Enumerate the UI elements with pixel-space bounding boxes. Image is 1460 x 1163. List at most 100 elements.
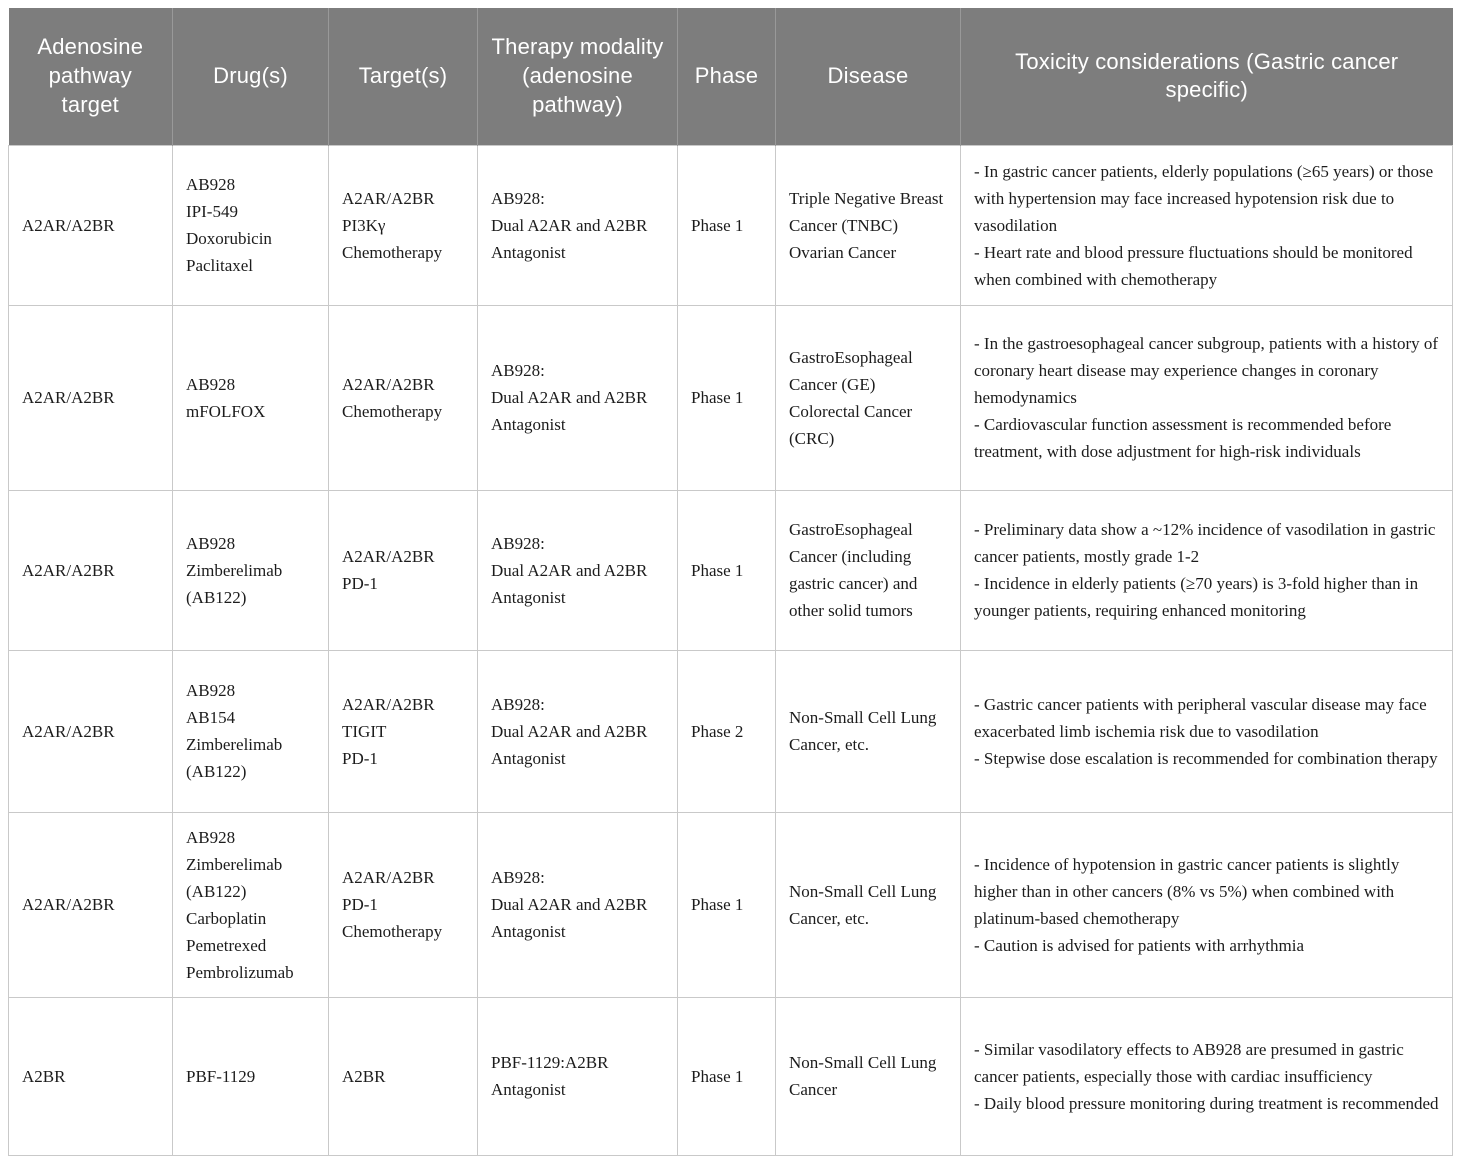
cell-disease: Triple Negative Breast Cancer (TNBC) Ovar… [775, 144, 961, 306]
cell-disease: Non-Small Cell Lung Cancer [775, 996, 961, 1156]
cell-drugs-line: AB154 [186, 708, 236, 727]
cell-disease-line: GastroEsophageal Cancer (including gastr… [789, 520, 918, 620]
cell-adenosine-pathway-target: A2AR/A2BR [8, 649, 173, 813]
table-body: A2AR/A2BR AB928 IPI-549 Doxorubicin Paclitax… [8, 144, 1453, 1156]
cell-therapy-modality-line: PBF-1129:A2BR Antagonist [491, 1053, 609, 1099]
cell-toxicity: - Incidence of hypotension in gastric ca… [960, 811, 1453, 998]
cell-targets: A2AR/A2BR Chemotherapy [328, 304, 478, 491]
cell-disease-line: Non-Small Cell Lung Cancer [789, 1053, 937, 1099]
cell-drugs-line: IPI-549 [186, 202, 238, 221]
cell-toxicity-line: - Caution is advised for patients with a… [974, 935, 1305, 955]
cell-disease: Non-Small Cell Lung Cancer, etc. [775, 811, 961, 998]
cell-targets: A2AR/A2BR TIGIT PD-1 [328, 649, 478, 813]
column-header-toxicity-considerations: Toxicity considerations (Gastric cancer … [960, 8, 1453, 145]
table-row: A2AR/A2BR AB928 IPI-549 Doxorubicin Paclitax… [8, 144, 1453, 306]
cell-targets-line: A2AR/A2BR [342, 547, 435, 566]
cell-toxicity-line: - Incidence in elderly patients (≥70 yea… [974, 574, 1419, 620]
cell-therapy-modality: PBF-1129:A2BR Antagonist [477, 996, 678, 1156]
cell-therapy-modality-line: AB928: [491, 868, 545, 887]
cell-targets: A2AR/A2BR PD-1 [328, 489, 478, 651]
cell-targets-line: Chemotherapy [342, 401, 443, 421]
cell-targets-line: PD-1 [342, 574, 378, 593]
cell-drugs: AB928 IPI-549 Doxorubicin Paclitaxel [172, 144, 329, 306]
cell-targets-line: A2AR/A2BR [342, 868, 435, 887]
cell-phase: Phase 1 [677, 144, 776, 306]
cell-targets-line: A2BR [342, 1066, 386, 1086]
column-header-therapy-modality: Therapy modality (adenosine pathway) [477, 8, 678, 145]
table-row: A2AR/A2BR AB928 AB154 Zimberelimab (AB122) A… [8, 649, 1453, 813]
cell-drugs-line: mFOLFOX [186, 401, 266, 421]
cell-toxicity-line: - Similar vasodilatory effects to AB928 … [974, 1039, 1404, 1086]
cell-drugs: AB928 AB154 Zimberelimab (AB122) [172, 649, 329, 813]
table-row: A2BR PBF-1129 A2BR PBF-1129:A2BR Antagonist… [8, 996, 1453, 1156]
cell-drugs-line: Carboplatin [186, 908, 267, 928]
cell-therapy-modality-line: Dual A2AR and A2BR Antagonist [491, 895, 648, 941]
column-header-adenosine-pathway-target: Adenosine pathway target [8, 8, 173, 145]
cell-toxicity-line: - Heart rate and blood pressure fluctuat… [974, 242, 1413, 289]
cell-drugs-line: AB928 [186, 374, 236, 394]
cell-drugs-line: Doxorubicin [186, 229, 272, 248]
cell-drugs-line: AB928 [186, 681, 236, 700]
cell-therapy-modality-line: Dual A2AR and A2BR Antagonist [491, 721, 648, 768]
cell-therapy-modality-line: AB928: [491, 188, 545, 208]
cell-disease: GastroEsophageal Cancer (including gastr… [775, 489, 961, 651]
cell-toxicity-line: - Preliminary data show a ~12% incidence… [974, 520, 1436, 566]
cell-drugs-line: Paclitaxel [186, 256, 254, 275]
cell-targets-line: Chemotherapy [342, 922, 443, 941]
cell-therapy-modality: AB928: Dual A2AR and A2BR Antagonist [477, 811, 678, 998]
cell-targets-line: PD-1 [342, 895, 378, 914]
cell-disease-line: Non-Small Cell Lung Cancer, etc. [789, 708, 937, 754]
cell-phase: Phase 1 [677, 304, 776, 491]
cell-toxicity: - Gastric cancer patients with periphera… [960, 649, 1453, 813]
cell-phase: Phase 1 [677, 489, 776, 651]
cell-toxicity: - In the gastroesophageal cancer subgrou… [960, 304, 1453, 491]
cell-drugs-line: Zimberelimab (AB122) [186, 854, 283, 901]
cell-disease: GastroEsophageal Cancer (GE) Colorectal C… [775, 304, 961, 491]
cell-adenosine-pathway-target: A2AR/A2BR [8, 144, 173, 306]
table-row: A2AR/A2BR AB928 Zimberelimab (AB122) A2AR/A… [8, 489, 1453, 651]
cell-drugs-line: AB928 [186, 175, 236, 194]
cell-targets: A2BR [328, 996, 478, 1156]
cell-therapy-modality-line: Dual A2AR and A2BR Antagonist [491, 388, 648, 434]
cell-adenosine-pathway-target: A2AR/A2BR [8, 304, 173, 491]
cell-drugs: AB928 mFOLFOX [172, 304, 329, 491]
cell-phase: Phase 2 [677, 649, 776, 813]
cell-toxicity-line: - In gastric cancer patients, elderly po… [974, 161, 1434, 235]
cell-drugs-line: Zimberelimab (AB122) [186, 560, 283, 607]
cell-therapy-modality: AB928: Dual A2AR and A2BR Antagonist [477, 649, 678, 813]
cell-therapy-modality-line: Dual A2AR and A2BR Antagonist [491, 215, 648, 262]
cell-therapy-modality-line: AB928: [491, 361, 545, 380]
cell-drugs: PBF-1129 [172, 996, 329, 1156]
cell-drugs: AB928 Zimberelimab (AB122) Carboplatin Peme… [172, 811, 329, 998]
cell-drugs-line: AB928 [186, 533, 236, 553]
column-header-disease: Disease [775, 8, 961, 145]
cell-drugs-line: AB928 [186, 827, 236, 847]
cell-toxicity: - In gastric cancer patients, elderly po… [960, 144, 1453, 306]
cell-adenosine-pathway-target: A2AR/A2BR [8, 811, 173, 998]
clinical-trials-table: Adenosine pathway target Drug(s) Target(… [8, 8, 1453, 1156]
cell-toxicity-line: - Incidence of hypotension in gastric ca… [974, 854, 1400, 928]
column-header-phase: Phase [677, 8, 776, 145]
column-header-drugs: Drug(s) [172, 8, 329, 145]
cell-targets-line: A2AR/A2BR [342, 374, 435, 394]
cell-toxicity-line: - Stepwise dose escalation is recommende… [974, 748, 1438, 768]
cell-therapy-modality-line: AB928: [491, 533, 545, 553]
cell-therapy-modality: AB928: Dual A2AR and A2BR Antagonist [477, 489, 678, 651]
cell-targets-line: A2AR/A2BR [342, 188, 435, 208]
cell-toxicity: - Preliminary data show a ~12% incidence… [960, 489, 1453, 651]
cell-phase: Phase 1 [677, 811, 776, 998]
cell-therapy-modality: AB928: Dual A2AR and A2BR Antagonist [477, 144, 678, 306]
cell-targets: A2AR/A2BR PI3Kγ Chemotherapy [328, 144, 478, 306]
cell-targets: A2AR/A2BR PD-1 Chemotherapy [328, 811, 478, 998]
cell-disease-line: GastroEsophageal Cancer (GE) [789, 347, 913, 394]
table-header: Adenosine pathway target Drug(s) Target(… [8, 8, 1453, 145]
column-header-targets: Target(s) [328, 8, 478, 145]
cell-disease-line: Non-Small Cell Lung Cancer, etc. [789, 881, 937, 928]
cell-targets-line: A2AR/A2BR [342, 694, 435, 714]
cell-drugs-line: Pemetrexed [186, 935, 267, 955]
cell-therapy-modality-line: AB928: [491, 694, 545, 714]
cell-targets-line: Chemotherapy [342, 242, 443, 262]
table-row: A2AR/A2BR AB928 Zimberelimab (AB122) Carbop… [8, 811, 1453, 998]
cell-toxicity-line: - Daily blood pressure monitoring during… [974, 1093, 1439, 1113]
